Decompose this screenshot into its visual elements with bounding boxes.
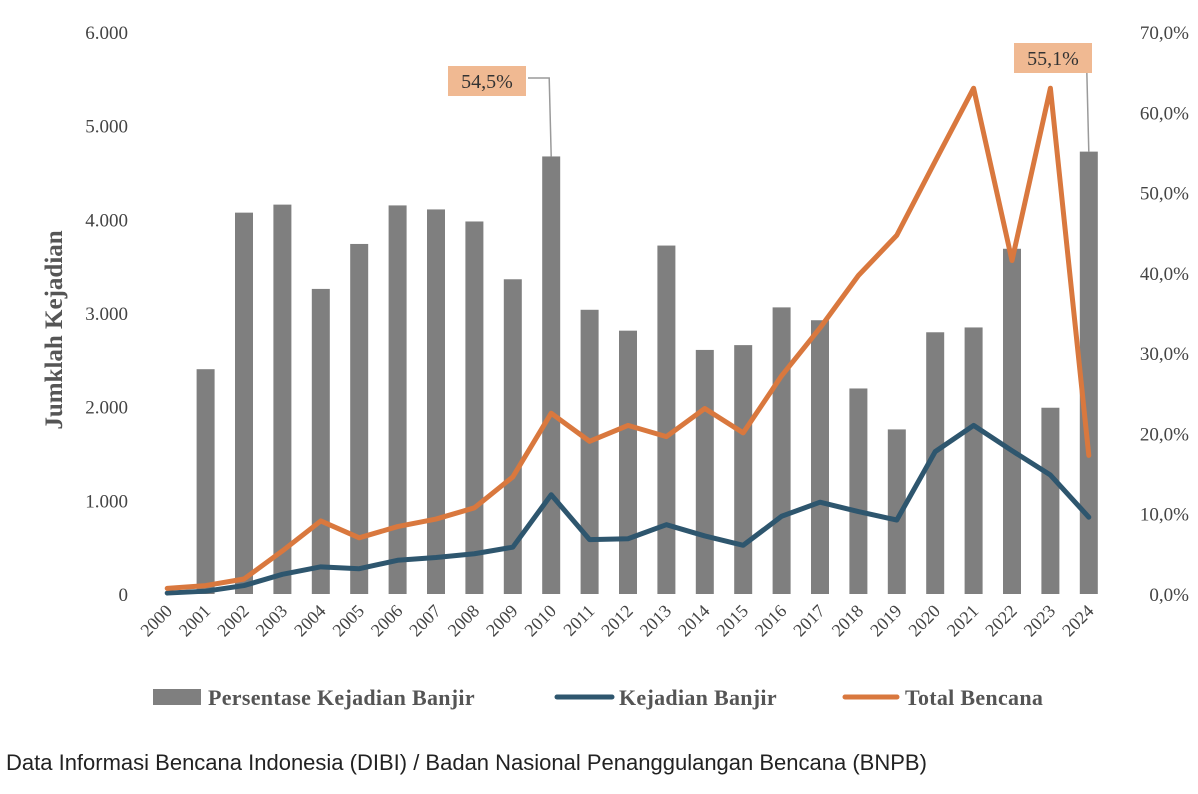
x-tick-label: 2010 bbox=[520, 601, 560, 641]
x-tick-label: 2024 bbox=[1058, 601, 1098, 641]
y-right-tick-label: 30,0% bbox=[1140, 344, 1189, 365]
y-right-tick-label: 10,0% bbox=[1140, 505, 1189, 526]
x-tick-label: 2007 bbox=[405, 601, 445, 641]
bar-2023 bbox=[1041, 407, 1060, 594]
bar-2003 bbox=[273, 204, 292, 594]
callout-box bbox=[448, 66, 526, 96]
y-left-tick-label: 0 bbox=[119, 585, 129, 606]
x-tick-label: 2008 bbox=[444, 601, 484, 641]
bar-2015 bbox=[734, 345, 753, 594]
legend-label-kejadian-banjir: Kejadian Banjir bbox=[619, 685, 777, 710]
x-tick-label: 2012 bbox=[597, 601, 637, 641]
x-tick-label: 2003 bbox=[252, 601, 292, 641]
line-kejadian-banjir bbox=[164, 422, 1092, 596]
bar-2010 bbox=[542, 156, 561, 594]
bar-2004 bbox=[311, 288, 330, 594]
y-left-tick-label: 5.000 bbox=[85, 117, 128, 138]
right-axis-ticks: 0,0% 10,0% 20,0% 30,0% 40,0% 50,0% 60,0% 70,0% bbox=[1140, 23, 1189, 606]
bar-2018 bbox=[849, 388, 868, 594]
chart-area: 0 1.000 2.000 3.000 4.000 5.000 6.000 0,0% 10,0… bbox=[41, 23, 1189, 710]
y-left-tick-label: 2.000 bbox=[85, 398, 128, 419]
y-left-tick-label: 1.000 bbox=[85, 491, 128, 512]
bar-2002 bbox=[235, 212, 253, 594]
x-tick-label: 2006 bbox=[367, 601, 407, 641]
bar-2017 bbox=[811, 320, 829, 594]
legend: Persentase Kejadian Banjir Kejadian Banj… bbox=[153, 685, 1043, 710]
x-tick-label: 2004 bbox=[290, 601, 330, 641]
y-right-tick-label: 60,0% bbox=[1140, 103, 1189, 124]
y-right-tick-label: 40,0% bbox=[1140, 264, 1189, 285]
x-tick-label: 2002 bbox=[213, 601, 253, 641]
x-tick-label: 2011 bbox=[559, 601, 598, 640]
x-tick-label: 2017 bbox=[789, 601, 829, 641]
x-tick-label: 2021 bbox=[943, 601, 983, 641]
bar-2007 bbox=[427, 209, 445, 594]
bar-2011 bbox=[580, 309, 599, 594]
legend-swatch-persentase bbox=[153, 689, 201, 705]
bar-2001 bbox=[196, 369, 215, 594]
source-caption: Data Informasi Bencana Indonesia (DIBI) … bbox=[6, 750, 927, 775]
legend-label-persentase: Persentase Kejadian Banjir bbox=[208, 685, 475, 710]
x-tick-label: 2000 bbox=[136, 601, 176, 641]
y-axis-title: Jumklah Kejadian bbox=[41, 230, 68, 429]
x-tick-label: 2015 bbox=[712, 601, 752, 641]
bar-2020 bbox=[926, 332, 945, 594]
y-right-tick-label: 50,0% bbox=[1140, 184, 1189, 205]
y-right-tick-label: 0,0% bbox=[1149, 585, 1189, 606]
bar-2014 bbox=[695, 349, 714, 594]
x-axis-ticks: 2000200120022003200420052006200720082009… bbox=[136, 601, 1097, 641]
x-tick-label: 2009 bbox=[482, 601, 522, 641]
bar-2022 bbox=[1003, 248, 1021, 594]
bar-2006 bbox=[388, 205, 407, 594]
line-series-group bbox=[164, 85, 1092, 596]
callout-box bbox=[1014, 43, 1092, 73]
x-tick-label: 2013 bbox=[636, 601, 676, 641]
y-left-tick-label: 4.000 bbox=[85, 210, 128, 231]
bar-2016 bbox=[772, 307, 791, 594]
y-right-tick-label: 20,0% bbox=[1140, 424, 1189, 445]
bar-2012 bbox=[619, 330, 637, 594]
y-left-tick-label: 6.000 bbox=[85, 23, 128, 44]
x-tick-label: 2016 bbox=[751, 601, 791, 641]
x-tick-label: 2014 bbox=[674, 601, 714, 641]
bar-2013 bbox=[657, 245, 676, 594]
callouts: 54,5% 55,1% bbox=[448, 43, 1092, 157]
bar-2021 bbox=[964, 327, 983, 594]
line-total-bencana bbox=[164, 85, 1092, 591]
x-tick-label: 2001 bbox=[175, 601, 215, 641]
bar-2024 bbox=[1079, 151, 1098, 594]
legend-label-total-bencana: Total Bencana bbox=[905, 685, 1043, 710]
x-tick-label: 2023 bbox=[1020, 601, 1060, 641]
y-left-tick-label: 3.000 bbox=[85, 304, 128, 325]
x-tick-label: 2020 bbox=[904, 601, 944, 641]
callout-leader bbox=[528, 77, 552, 157]
left-axis-ticks: 0 1.000 2.000 3.000 4.000 5.000 6.000 bbox=[85, 23, 128, 606]
x-tick-label: 2005 bbox=[328, 601, 368, 641]
x-tick-label: 2022 bbox=[981, 601, 1021, 641]
y-right-tick-label: 70,0% bbox=[1140, 23, 1189, 44]
x-tick-label: 2018 bbox=[828, 601, 868, 641]
bar-2008 bbox=[465, 221, 484, 594]
bar-2009 bbox=[503, 279, 522, 594]
callout-leader bbox=[1074, 70, 1090, 152]
bar-2019 bbox=[887, 429, 906, 594]
callout-label: 55,1% bbox=[1027, 48, 1079, 70]
x-tick-label: 2019 bbox=[866, 601, 906, 641]
callout-label: 54,5% bbox=[461, 71, 513, 93]
bar-2005 bbox=[350, 243, 369, 594]
